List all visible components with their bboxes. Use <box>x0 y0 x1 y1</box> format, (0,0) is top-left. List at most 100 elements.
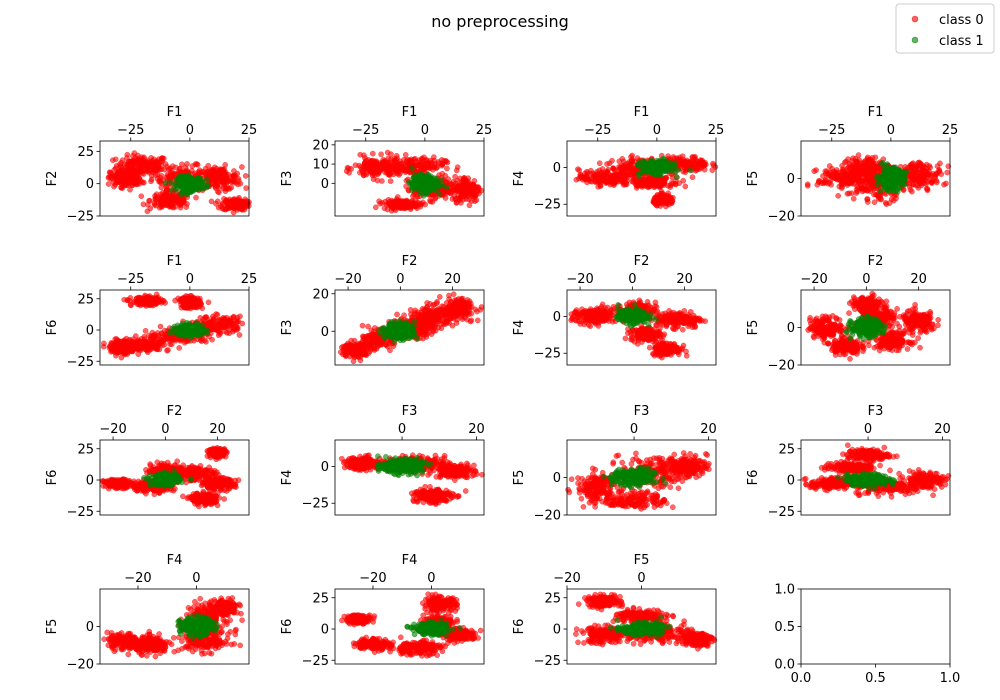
x-tick-label: −25 <box>584 123 611 138</box>
point-class-0 <box>220 168 227 174</box>
point-class-0 <box>468 198 475 204</box>
point-class-0 <box>157 323 164 330</box>
point-class-0 <box>142 327 149 334</box>
y-tick-label: 0 <box>787 172 795 187</box>
point-class-0 <box>835 192 842 199</box>
x-tick-label: −25 <box>818 123 845 138</box>
point-class-0 <box>130 168 137 175</box>
point-class-1 <box>409 165 415 172</box>
point-class-0 <box>193 194 199 201</box>
point-class-0 <box>412 155 418 162</box>
point-class-0 <box>864 187 871 194</box>
x-axis-label: F1 <box>402 105 418 120</box>
point-class-0 <box>604 161 610 167</box>
point-class-0 <box>346 169 352 176</box>
point-class-0 <box>234 324 241 331</box>
point-class-0 <box>224 205 230 212</box>
point-class-0 <box>862 157 869 164</box>
y-tick-label: 25 <box>77 145 94 160</box>
x-tick-label: 25 <box>708 123 725 138</box>
point-class-0 <box>710 160 716 167</box>
point-class-0 <box>111 183 117 190</box>
point-class-0 <box>453 167 460 174</box>
point-class-0 <box>828 173 834 180</box>
point-class-0 <box>220 179 226 186</box>
point-class-0 <box>134 178 141 185</box>
y-tick-label: 0 <box>553 161 561 176</box>
point-class-0 <box>639 184 645 190</box>
legend: class 0 class 1 <box>895 3 995 54</box>
point-class-0 <box>387 178 394 184</box>
point-class-0 <box>382 163 389 170</box>
scatter-points <box>343 149 485 214</box>
legend-marker-class-1 <box>911 36 919 44</box>
point-class-0 <box>214 173 221 180</box>
point-class-0 <box>838 185 845 191</box>
point-class-1 <box>888 173 895 180</box>
point-class-0 <box>205 162 212 169</box>
point-class-0 <box>372 204 379 211</box>
point-class-1 <box>663 166 670 173</box>
point-class-0 <box>910 181 916 188</box>
x-axis-label: F1 <box>167 105 183 120</box>
point-class-0 <box>828 181 835 188</box>
point-class-0 <box>816 178 822 184</box>
point-class-0 <box>924 187 931 194</box>
x-tick-label: 25 <box>241 123 258 138</box>
y-tick-label: −25 <box>534 198 561 213</box>
point-class-0 <box>229 202 236 209</box>
point-class-0 <box>577 171 584 178</box>
point-class-0 <box>866 179 873 186</box>
point-class-0 <box>427 198 434 205</box>
figure-title: no preprocessing <box>431 12 568 31</box>
point-class-0 <box>124 151 131 158</box>
point-class-0 <box>214 198 221 205</box>
scatter-points <box>804 152 952 207</box>
point-class-0 <box>198 338 205 344</box>
point-class-0 <box>653 179 660 186</box>
y-tick-label: 20 <box>312 138 329 153</box>
point-class-0 <box>168 171 174 178</box>
point-class-1 <box>887 188 893 194</box>
point-class-0 <box>391 157 398 164</box>
point-class-0 <box>138 296 145 303</box>
point-class-0 <box>573 176 580 183</box>
point-class-0 <box>152 167 159 173</box>
point-class-0 <box>877 193 883 200</box>
point-class-1 <box>416 189 423 196</box>
point-class-0 <box>430 166 436 173</box>
point-class-0 <box>143 159 150 165</box>
point-class-0 <box>475 184 481 190</box>
point-class-0 <box>219 317 225 324</box>
point-class-0 <box>936 166 942 173</box>
point-class-0 <box>923 181 929 187</box>
point-class-0 <box>455 192 462 199</box>
point-class-0 <box>941 181 947 188</box>
point-class-0 <box>709 167 716 173</box>
point-class-0 <box>234 198 241 205</box>
point-class-1 <box>198 180 205 186</box>
point-class-0 <box>148 176 155 183</box>
point-class-1 <box>181 181 187 188</box>
y-axis-label: F2 <box>45 171 60 187</box>
point-class-0 <box>886 200 893 206</box>
point-class-0 <box>364 162 371 169</box>
point-class-0 <box>108 173 114 180</box>
point-class-0 <box>630 179 637 185</box>
point-class-0 <box>597 175 604 181</box>
point-class-0 <box>161 166 168 173</box>
point-class-0 <box>370 169 377 176</box>
point-class-1 <box>196 186 203 193</box>
point-class-1 <box>193 180 200 187</box>
point-class-1 <box>415 178 421 184</box>
point-class-0 <box>127 179 133 186</box>
point-class-1 <box>687 167 694 174</box>
point-class-0 <box>105 181 112 187</box>
point-class-0 <box>909 188 915 195</box>
point-class-0 <box>175 197 182 204</box>
point-class-0 <box>202 314 209 321</box>
point-class-0 <box>920 173 927 180</box>
point-class-1 <box>186 181 193 188</box>
point-class-1 <box>657 163 663 170</box>
